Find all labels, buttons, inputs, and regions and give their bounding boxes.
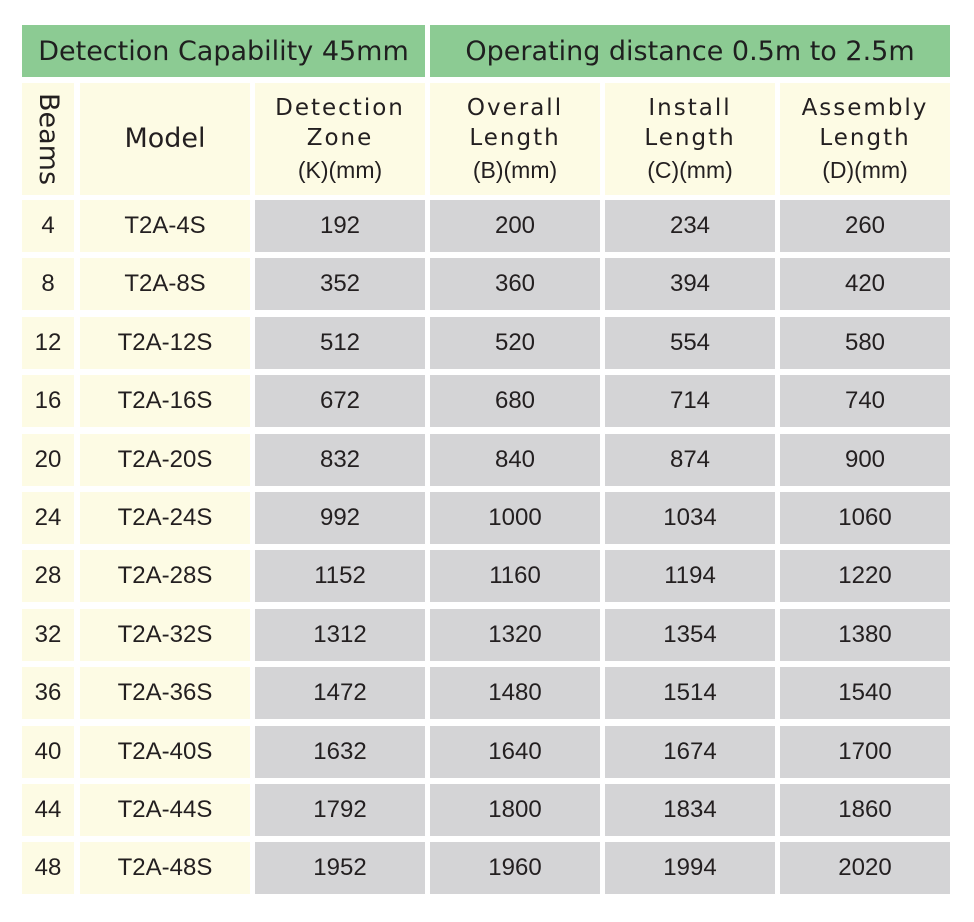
beams-cell: 40 <box>22 726 74 778</box>
install-length-header-unit: (C)(mm) <box>647 157 733 183</box>
detection-zone-cell: 992 <box>255 492 425 544</box>
overall-length-cell: 840 <box>430 434 600 486</box>
detection-zone-cell: 672 <box>255 375 425 427</box>
beams-cell: 24 <box>22 492 74 544</box>
detection-zone-cell: 1632 <box>255 726 425 778</box>
beams-cell: 20 <box>22 434 74 486</box>
detection-zone-cell: 352 <box>255 258 425 310</box>
detection-zone-cell: 832 <box>255 434 425 486</box>
install-length-cell: 1674 <box>605 726 775 778</box>
assembly-length-cell: 1700 <box>780 726 950 778</box>
install-length-cell: 874 <box>605 434 775 486</box>
assembly-length-header: Assembly Length (D)(mm) <box>780 83 950 195</box>
assembly-length-cell: 1860 <box>780 784 950 836</box>
model-cell: T2A-16S <box>80 375 250 427</box>
overall-length-cell: 520 <box>430 317 600 369</box>
overall-length-header-line1: Overall <box>466 95 564 121</box>
beams-cell: 36 <box>22 667 74 719</box>
install-length-cell: 1994 <box>605 842 775 894</box>
assembly-length-cell: 260 <box>780 200 950 252</box>
overall-length-cell: 1480 <box>430 667 600 719</box>
detection-zone-cell: 1952 <box>255 842 425 894</box>
install-length-cell: 1834 <box>605 784 775 836</box>
model-cell: T2A-4S <box>80 200 250 252</box>
assembly-length-header-unit: (D)(mm) <box>822 157 908 183</box>
overall-length-cell: 1000 <box>430 492 600 544</box>
detection-zone-cell: 1472 <box>255 667 425 719</box>
overall-length-header: Overall Length (B)(mm) <box>430 83 600 195</box>
model-cell: T2A-8S <box>80 258 250 310</box>
model-cell: T2A-24S <box>80 492 250 544</box>
detection-zone-header-line2: Zone <box>306 125 374 151</box>
model-cell: T2A-48S <box>80 842 250 894</box>
model-cell: T2A-12S <box>80 317 250 369</box>
beams-cell: 48 <box>22 842 74 894</box>
overall-length-cell: 200 <box>430 200 600 252</box>
install-length-cell: 1034 <box>605 492 775 544</box>
operating-distance-title: Operating distance 0.5m to 2.5m <box>430 25 950 77</box>
beams-cell: 32 <box>22 609 74 661</box>
detection-zone-header-line1: Detection <box>275 95 405 121</box>
assembly-length-cell: 2020 <box>780 842 950 894</box>
assembly-length-cell: 1060 <box>780 492 950 544</box>
model-cell: T2A-36S <box>80 667 250 719</box>
assembly-length-cell: 1220 <box>780 550 950 602</box>
assembly-length-cell: 740 <box>780 375 950 427</box>
detection-capability-title: Detection Capability 45mm <box>22 25 425 77</box>
beams-header-label: Beams <box>33 92 64 186</box>
overall-length-cell: 1160 <box>430 550 600 602</box>
detection-zone-cell: 512 <box>255 317 425 369</box>
beams-cell: 12 <box>22 317 74 369</box>
detection-zone-cell: 1152 <box>255 550 425 602</box>
detection-zone-cell: 1792 <box>255 784 425 836</box>
assembly-length-header-line1: Assembly <box>801 95 929 121</box>
assembly-length-cell: 580 <box>780 317 950 369</box>
overall-length-cell: 1800 <box>430 784 600 836</box>
overall-length-cell: 1640 <box>430 726 600 778</box>
detection-zone-cell: 1312 <box>255 609 425 661</box>
beams-cell: 16 <box>22 375 74 427</box>
install-length-cell: 1514 <box>605 667 775 719</box>
install-length-header-line1: Install <box>648 95 732 121</box>
model-cell: T2A-40S <box>80 726 250 778</box>
install-length-header-line2: Length <box>644 125 736 151</box>
beams-cell: 4 <box>22 200 74 252</box>
overall-length-cell: 680 <box>430 375 600 427</box>
install-length-cell: 554 <box>605 317 775 369</box>
assembly-length-cell: 1540 <box>780 667 950 719</box>
detection-zone-cell: 192 <box>255 200 425 252</box>
assembly-length-cell: 900 <box>780 434 950 486</box>
beams-cell: 44 <box>22 784 74 836</box>
install-length-cell: 1354 <box>605 609 775 661</box>
beams-cell: 28 <box>22 550 74 602</box>
assembly-length-header-line2: Length <box>819 125 911 151</box>
install-length-cell: 394 <box>605 258 775 310</box>
overall-length-header-line2: Length <box>469 125 561 151</box>
model-header: Model <box>80 83 250 195</box>
model-cell: T2A-32S <box>80 609 250 661</box>
model-cell: T2A-20S <box>80 434 250 486</box>
install-length-header: Install Length (C)(mm) <box>605 83 775 195</box>
assembly-length-cell: 1380 <box>780 609 950 661</box>
overall-length-cell: 360 <box>430 258 600 310</box>
install-length-cell: 714 <box>605 375 775 427</box>
model-cell: T2A-28S <box>80 550 250 602</box>
overall-length-cell: 1320 <box>430 609 600 661</box>
install-length-cell: 234 <box>605 200 775 252</box>
overall-length-cell: 1960 <box>430 842 600 894</box>
install-length-cell: 1194 <box>605 550 775 602</box>
detection-zone-header-unit: (K)(mm) <box>297 157 383 183</box>
detection-zone-header: Detection Zone (K)(mm) <box>255 83 425 195</box>
model-cell: T2A-44S <box>80 784 250 836</box>
assembly-length-cell: 420 <box>780 258 950 310</box>
beams-header: Beams <box>22 83 74 195</box>
beams-cell: 8 <box>22 258 74 310</box>
overall-length-header-unit: (B)(mm) <box>472 157 558 183</box>
